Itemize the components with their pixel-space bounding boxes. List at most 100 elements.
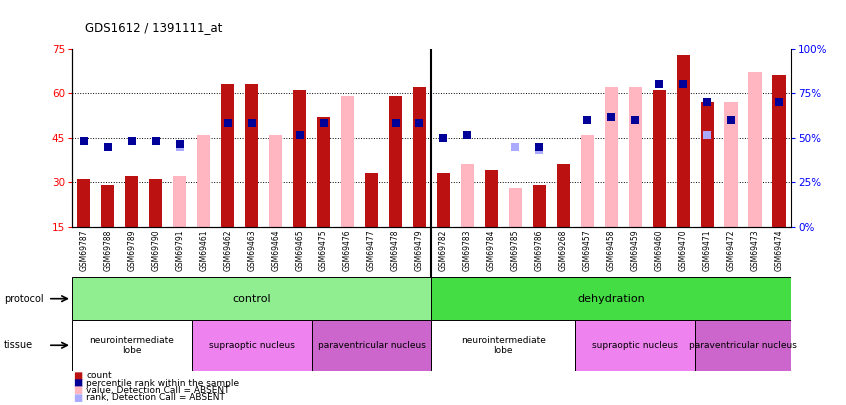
Text: GSM69463: GSM69463: [247, 229, 256, 271]
Text: control: control: [233, 294, 271, 304]
Point: [149, 137, 162, 144]
Text: protocol: protocol: [4, 294, 44, 304]
Point: [772, 99, 786, 105]
Point: [293, 132, 306, 138]
Text: GSM69478: GSM69478: [391, 229, 400, 271]
Text: GSM69465: GSM69465: [295, 229, 304, 271]
Point: [652, 81, 666, 87]
Text: neurointermediate
lobe: neurointermediate lobe: [461, 336, 546, 355]
Bar: [413, 87, 426, 227]
Text: GSM69473: GSM69473: [750, 229, 760, 271]
Bar: [461, 164, 474, 227]
Text: GSM69787: GSM69787: [80, 229, 88, 271]
Text: GSM69458: GSM69458: [607, 229, 616, 271]
Point: [460, 132, 474, 138]
Bar: [221, 84, 234, 227]
Text: GSM69459: GSM69459: [631, 229, 640, 271]
Text: GSM69791: GSM69791: [175, 229, 184, 271]
Text: GSM69472: GSM69472: [727, 229, 735, 271]
Bar: [724, 102, 738, 227]
Text: GSM69474: GSM69474: [775, 229, 783, 271]
Point: [221, 119, 234, 126]
Text: GSM69475: GSM69475: [319, 229, 328, 271]
Bar: [533, 185, 546, 227]
Bar: [125, 176, 139, 227]
Text: GSM69784: GSM69784: [487, 229, 496, 271]
Text: GSM69464: GSM69464: [272, 229, 280, 271]
Bar: [149, 179, 162, 227]
Text: percentile rank within the sample: percentile rank within the sample: [86, 379, 239, 388]
Text: GSM69786: GSM69786: [535, 229, 544, 271]
Text: ■: ■: [74, 386, 83, 395]
Point: [437, 134, 450, 141]
Point: [508, 143, 522, 150]
Point: [388, 119, 403, 126]
Point: [316, 119, 330, 126]
Text: GSM69470: GSM69470: [678, 229, 688, 271]
Point: [724, 117, 738, 123]
Bar: [437, 173, 450, 227]
Point: [173, 143, 186, 150]
Bar: [772, 75, 786, 227]
Point: [533, 143, 547, 150]
Text: GSM69460: GSM69460: [655, 229, 663, 271]
Bar: [749, 72, 761, 227]
Text: count: count: [86, 371, 112, 380]
Bar: [269, 135, 283, 227]
Point: [173, 141, 186, 147]
Bar: [575, 320, 695, 371]
Text: neurointermediate
lobe: neurointermediate lobe: [90, 336, 174, 355]
Text: ■: ■: [74, 378, 83, 388]
Point: [245, 119, 259, 126]
Text: GSM69783: GSM69783: [463, 229, 472, 271]
Point: [101, 143, 114, 150]
Bar: [245, 84, 258, 227]
Text: GDS1612 / 1391111_at: GDS1612 / 1391111_at: [85, 21, 222, 34]
Bar: [77, 179, 91, 227]
Bar: [700, 102, 714, 227]
Text: GSM69476: GSM69476: [343, 229, 352, 271]
Bar: [102, 185, 114, 227]
Bar: [173, 176, 186, 227]
Text: GSM69790: GSM69790: [151, 229, 160, 271]
Text: supraoptic nucleus: supraoptic nucleus: [592, 341, 678, 350]
Text: GSM69461: GSM69461: [200, 229, 208, 271]
Point: [533, 146, 547, 153]
Bar: [389, 96, 402, 227]
Bar: [431, 277, 791, 320]
Point: [77, 137, 91, 144]
Bar: [557, 164, 570, 227]
Bar: [485, 171, 498, 227]
Text: GSM69462: GSM69462: [223, 229, 232, 271]
Point: [125, 137, 139, 144]
Bar: [652, 90, 666, 227]
Bar: [605, 87, 618, 227]
Point: [604, 114, 618, 120]
Text: rank, Detection Call = ABSENT: rank, Detection Call = ABSENT: [86, 393, 225, 402]
Text: GSM69477: GSM69477: [367, 229, 376, 271]
Point: [700, 99, 714, 105]
Bar: [431, 320, 575, 371]
Point: [413, 119, 426, 126]
Bar: [72, 277, 431, 320]
Text: paraventricular nucleus: paraventricular nucleus: [317, 341, 426, 350]
Bar: [317, 117, 330, 227]
Text: ■: ■: [74, 371, 83, 381]
Bar: [365, 173, 378, 227]
Bar: [192, 320, 311, 371]
Bar: [293, 90, 306, 227]
Text: GSM69268: GSM69268: [559, 229, 568, 271]
Text: GSM69457: GSM69457: [583, 229, 591, 271]
Text: paraventricular nucleus: paraventricular nucleus: [689, 341, 797, 350]
Bar: [311, 320, 431, 371]
Text: dehydration: dehydration: [577, 294, 645, 304]
Text: GSM69788: GSM69788: [103, 229, 113, 271]
Text: GSM69782: GSM69782: [439, 229, 448, 271]
Point: [629, 117, 642, 123]
Text: tissue: tissue: [4, 340, 33, 350]
Text: GSM69479: GSM69479: [415, 229, 424, 271]
Point: [677, 81, 690, 87]
Bar: [508, 188, 522, 227]
Point: [580, 117, 594, 123]
Bar: [72, 320, 192, 371]
